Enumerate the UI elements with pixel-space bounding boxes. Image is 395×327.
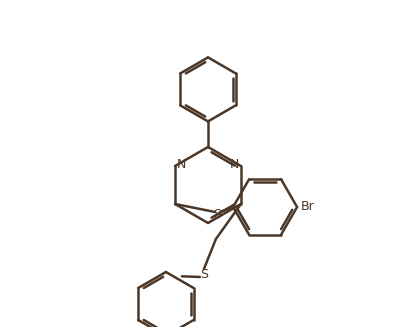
Text: S: S bbox=[213, 208, 221, 220]
Text: S: S bbox=[200, 267, 208, 281]
Text: Br: Br bbox=[301, 200, 315, 214]
Text: N: N bbox=[177, 158, 186, 170]
Text: N: N bbox=[229, 158, 239, 170]
